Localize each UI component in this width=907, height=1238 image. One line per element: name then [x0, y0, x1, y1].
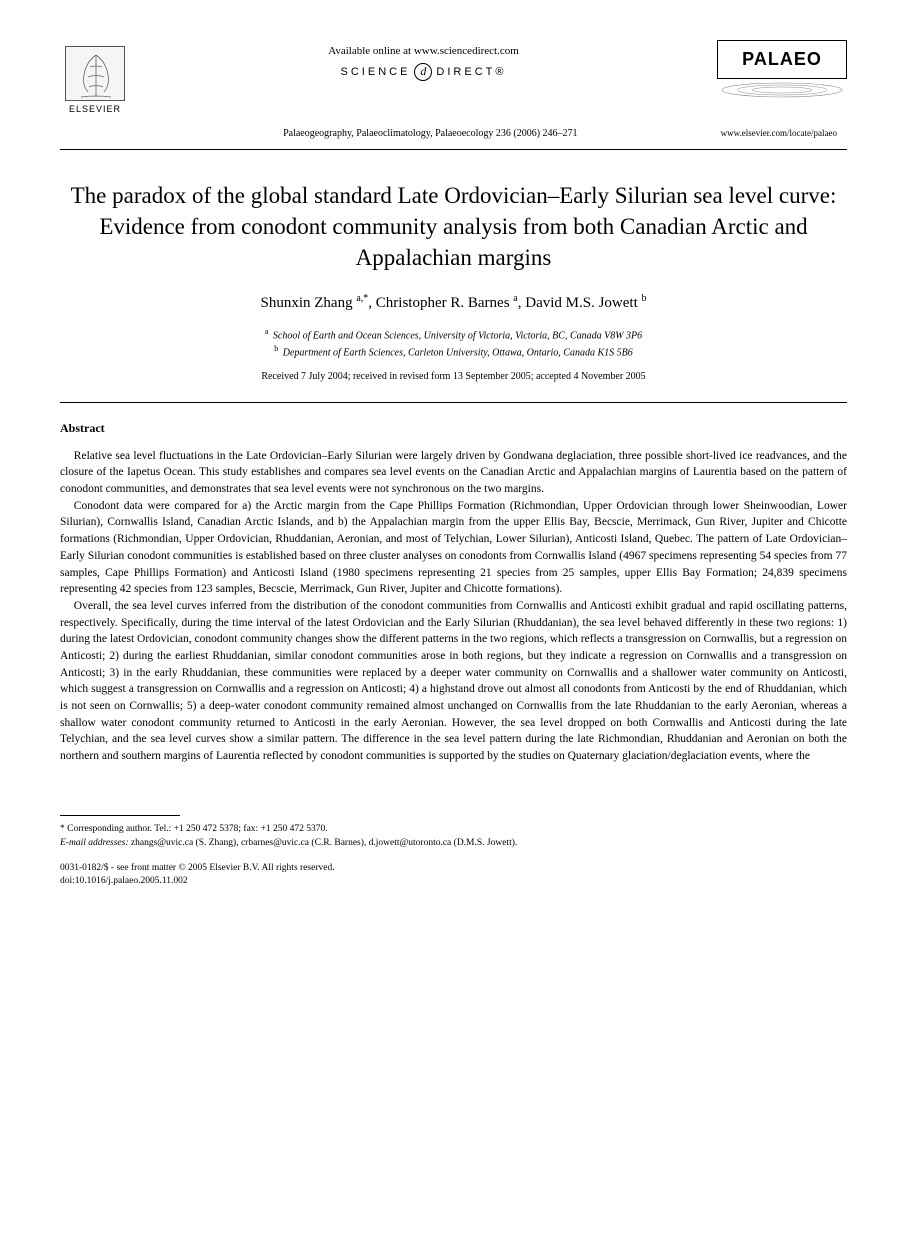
- corresponding-author-footnote: * Corresponding author. Tel.: +1 250 472…: [60, 822, 847, 851]
- abstract-body: Relative sea level fluctuations in the L…: [60, 448, 847, 765]
- journal-url: www.elsevier.com/locate/palaeo: [721, 128, 837, 138]
- affiliation-text: School of Earth and Ocean Sciences, Univ…: [270, 330, 642, 341]
- abstract-paragraph: Relative sea level fluctuations in the L…: [60, 448, 847, 498]
- title-divider: [60, 402, 847, 403]
- article-dates: Received 7 July 2004; received in revise…: [60, 371, 847, 382]
- elsevier-tree-icon: [65, 46, 125, 101]
- affiliation-marker: a: [265, 327, 269, 336]
- sd-d-icon: d: [414, 63, 432, 81]
- affiliation-line: a School of Earth and Ocean Sciences, Un…: [60, 326, 847, 343]
- footnote-divider: [60, 815, 180, 816]
- corresponding-line: * Corresponding author. Tel.: +1 250 472…: [60, 822, 847, 836]
- page-header: ELSEVIER Available online at www.science…: [60, 40, 847, 120]
- doi-line: doi:10.1016/j.palaeo.2005.11.002: [60, 875, 847, 888]
- copyright-block: 0031-0182/$ - see front matter © 2005 El…: [60, 862, 847, 889]
- affiliations: a School of Earth and Ocean Sciences, Un…: [60, 326, 847, 361]
- journal-logo-text: PALAEO: [717, 40, 847, 79]
- publisher-logo: ELSEVIER: [60, 40, 130, 120]
- affiliation-marker: b: [274, 344, 278, 353]
- science-direct-logo: SCIENCE d DIRECT®: [341, 63, 507, 81]
- center-header: Available online at www.sciencedirect.co…: [130, 40, 717, 81]
- journal-reference: Palaeogeography, Palaeoclimatology, Pala…: [140, 128, 721, 139]
- journal-logo-graphic: [717, 81, 847, 99]
- affiliation-text: Department of Earth Sciences, Carleton U…: [280, 348, 632, 359]
- publisher-name: ELSEVIER: [69, 104, 121, 114]
- sd-right: DIRECT®: [436, 66, 506, 78]
- journal-logo-block: PALAEO: [717, 40, 847, 104]
- email-addresses: zhangs@uvic.ca (S. Zhang), crbarnes@uvic…: [131, 838, 517, 848]
- email-line: E-mail addresses: zhangs@uvic.ca (S. Zha…: [60, 836, 847, 850]
- abstract-paragraph: Overall, the sea level curves inferred f…: [60, 598, 847, 765]
- copyright-line: 0031-0182/$ - see front matter © 2005 El…: [60, 862, 847, 875]
- available-online-text: Available online at www.sciencedirect.co…: [130, 45, 717, 57]
- journal-reference-line: Palaeogeography, Palaeoclimatology, Pala…: [60, 128, 847, 150]
- sd-left: SCIENCE: [341, 66, 411, 78]
- article-title: The paradox of the global standard Late …: [60, 180, 847, 273]
- authors-list: Shunxin Zhang a,*, Christopher R. Barnes…: [60, 293, 847, 312]
- email-label: E-mail addresses:: [60, 838, 129, 848]
- abstract-heading: Abstract: [60, 421, 847, 436]
- affiliation-line: b Department of Earth Sciences, Carleton…: [60, 343, 847, 360]
- abstract-paragraph: Conodont data were compared for a) the A…: [60, 498, 847, 598]
